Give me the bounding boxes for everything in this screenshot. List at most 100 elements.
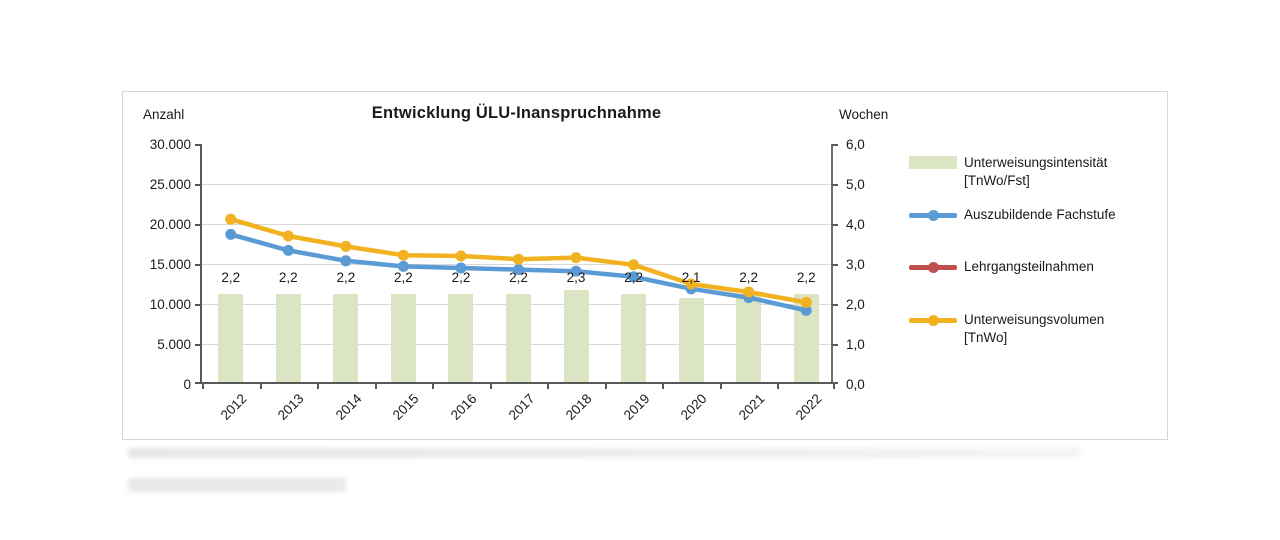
right-axis-tick (832, 264, 838, 266)
bar-value-label: 2,2 (624, 270, 643, 285)
left-axis-tick-label: 10.000 (149, 297, 191, 312)
x-axis-label: 2016 (447, 391, 480, 423)
line-marker (685, 278, 697, 290)
right-axis-tick-label: 5,0 (846, 177, 865, 192)
right-axis-tick (832, 144, 838, 146)
line-marker (282, 244, 294, 256)
bar-value-label: 2,2 (739, 270, 759, 285)
right-axis-tick-label: 6,0 (846, 137, 865, 152)
legend-label-line: [TnWo/Fst] (964, 172, 1030, 188)
gridline (202, 224, 831, 225)
line-marker (282, 230, 294, 242)
legend-entry: Unterweisungsintensität [TnWo/Fst] (909, 154, 1107, 189)
x-axis-label: 2015 (390, 391, 423, 423)
bar (621, 294, 647, 382)
x-axis-tick (489, 383, 492, 389)
bar (390, 294, 416, 382)
bar (563, 290, 589, 382)
chart-title: Entwicklung ÜLU-Inanspruchnahme (371, 104, 662, 122)
bar (736, 294, 762, 382)
bar-value-label: 2,2 (509, 270, 528, 285)
bar-value-label: 2,1 (681, 270, 701, 285)
line-marker (570, 265, 582, 277)
bar (333, 294, 359, 382)
footnote-blurred-line-1 (128, 448, 1080, 458)
line-marker (340, 240, 352, 252)
legend-swatch-marker (928, 262, 939, 273)
legend-bar-swatch (909, 154, 964, 189)
left-axis-tick-label: 15.000 (149, 257, 191, 272)
left-axis-tick (195, 184, 201, 186)
line-marker (225, 228, 237, 240)
left-axis-tick-label: 30.000 (149, 137, 191, 152)
left-axis-tick-label: 0 (183, 377, 191, 392)
legend-label: Unterweisungsvolumen [TnWo] (964, 311, 1104, 346)
left-axis-title: Anzahl (143, 107, 185, 122)
line-marker (513, 264, 524, 276)
legend-label-line: Unterweisungsvolumen (964, 312, 1105, 327)
x-axis-label: 2022 (792, 391, 825, 423)
footnote-blurred-line-2 (128, 478, 346, 492)
left-axis-tick (195, 382, 201, 384)
line-marker (570, 252, 582, 264)
x-axis-tick (662, 383, 665, 389)
bar-value-label: 2,2 (451, 270, 471, 285)
right-axis-tick (832, 304, 838, 306)
bar (275, 294, 301, 382)
x-axis-label: 2012 (217, 391, 250, 423)
legend-entry: Auszubildende Fachstufe (909, 206, 1116, 224)
legend-swatch-marker (928, 210, 939, 221)
x-axis-label: 2019 (620, 391, 653, 423)
left-axis-tick (195, 344, 201, 346)
right-axis-tick (832, 224, 838, 226)
line-marker (800, 304, 812, 316)
line-marker (340, 255, 352, 267)
line-marker (628, 259, 640, 271)
x-axis-tick (432, 383, 435, 389)
plot-area: 2,2 2,2 2,2 2,2 2,2 2,2 2,3 2,2 2,1 2,2 2,2 2012 20… (195, 144, 838, 423)
x-axis-tick (777, 383, 780, 389)
line-series (225, 213, 812, 316)
line-marker (628, 271, 640, 283)
legend-label-line: Auszubildende Fachstufe (964, 207, 1116, 222)
line-marker (455, 262, 467, 274)
line-marker (455, 250, 467, 262)
bar-value-label: 2,2 (221, 270, 241, 285)
x-axis-label: 2014 (332, 391, 365, 423)
line-marker (800, 296, 812, 308)
x-axis-tick (202, 383, 204, 389)
line-marker (513, 253, 524, 265)
x-axis-tick (547, 383, 550, 389)
x-axis-label: 2021 (735, 391, 768, 423)
right-axis-tick (832, 184, 838, 186)
line-marker (225, 213, 237, 225)
right-axis-tick-label: 0,0 (846, 377, 865, 392)
bar-value-label: 2,2 (394, 270, 413, 285)
legend-swatch-marker (928, 315, 939, 326)
x-axis-tick (317, 383, 320, 389)
x-axis-label: 2020 (677, 391, 710, 423)
right-axis-title: Wochen (839, 107, 889, 122)
legend-label: Lehrgangsteilnahmen (964, 258, 1094, 276)
legend-line-swatch (909, 258, 964, 276)
right-axis-tick-label: 3,0 (846, 257, 865, 272)
legend-entry: Lehrgangsteilnahmen (909, 258, 1094, 276)
bar (506, 294, 531, 382)
left-axis-tick (195, 304, 201, 306)
right-axis-tick (832, 344, 838, 346)
right-axis-tick-label: 4,0 (846, 217, 865, 232)
gridline (202, 184, 831, 185)
bar-value-label: 2,2 (278, 270, 298, 285)
legend-label-line: [TnWo] (964, 329, 1008, 345)
bar-value-label: 2,3 (566, 270, 586, 285)
legend-label: Unterweisungsintensität [TnWo/Fst] (964, 154, 1107, 189)
left-axis-tick-label: 20.000 (149, 217, 191, 232)
left-axis-tick (195, 144, 201, 146)
x-axis-label: 2017 (505, 391, 538, 423)
bar-value-label: 2,2 (336, 270, 356, 285)
x-axis-tick (259, 383, 262, 389)
chart-card: Anzahl Entwicklung ÜLU-Inanspruchnahme W… (122, 91, 1168, 440)
line-marker (743, 286, 755, 298)
legend-label: Auszubildende Fachstufe (964, 206, 1116, 224)
